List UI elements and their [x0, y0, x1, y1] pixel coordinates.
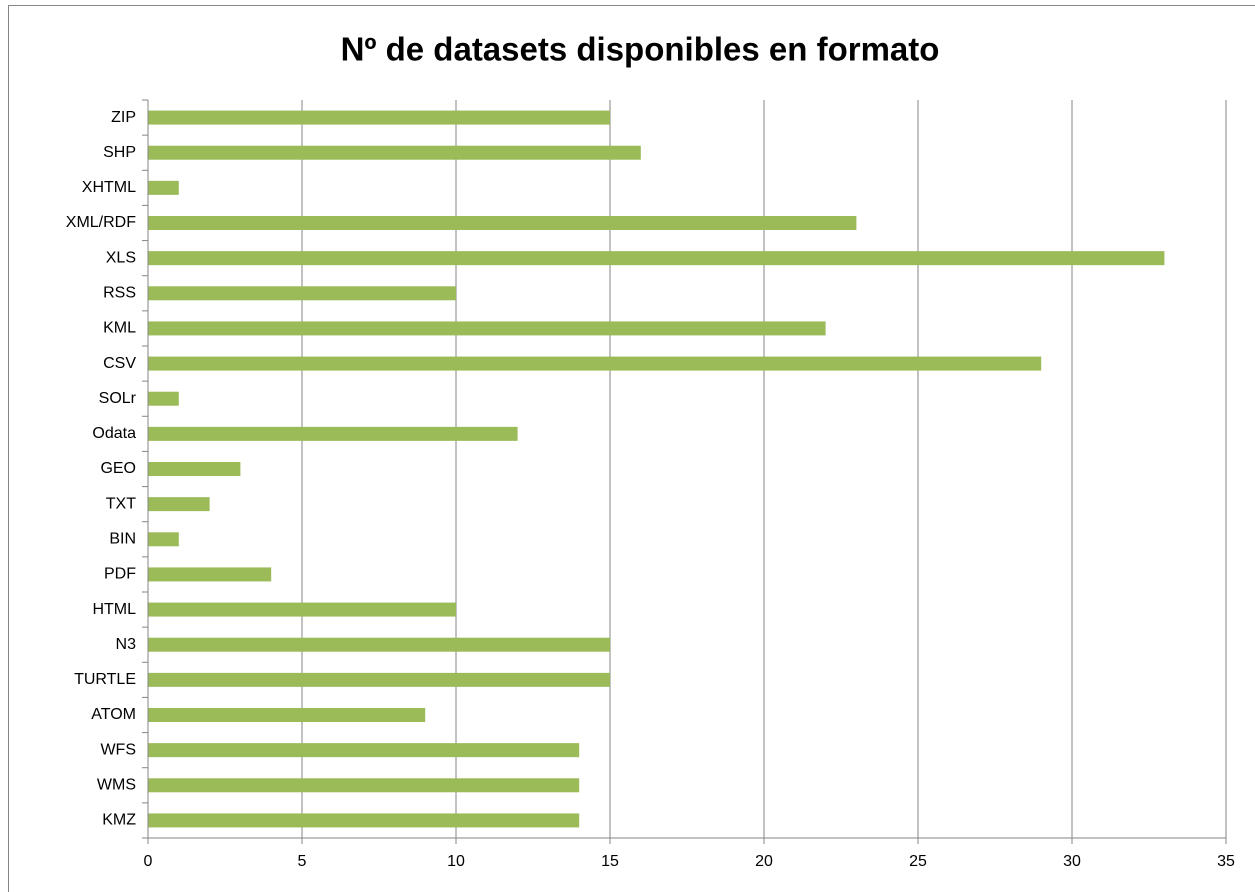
bar — [148, 497, 210, 512]
bar — [148, 743, 580, 758]
bar — [148, 251, 1165, 266]
bar — [148, 110, 610, 125]
y-tick-label: SOLr — [99, 390, 137, 407]
y-tick-label: GEO — [100, 460, 136, 477]
bar — [148, 708, 426, 722]
bar — [148, 391, 179, 406]
y-tick-label: ATOM — [91, 706, 136, 723]
y-tick-label: RSS — [103, 285, 136, 302]
x-tick-label: 10 — [447, 853, 465, 870]
bar — [148, 672, 610, 687]
y-tick-label: CSV — [103, 355, 136, 372]
bar — [148, 813, 580, 828]
y-tick-label: WMS — [97, 777, 136, 794]
y-tick-label: BIN — [109, 531, 136, 548]
bar — [148, 462, 241, 476]
y-tick-label: KML — [103, 320, 136, 337]
y-tick-label: HTML — [92, 601, 136, 618]
bar — [148, 286, 456, 301]
bar — [148, 216, 857, 230]
bar — [148, 145, 641, 160]
y-tick-label: SHP — [103, 144, 136, 161]
y-tick-label: Odata — [92, 425, 136, 442]
x-tick-label: 25 — [909, 853, 927, 870]
y-tick-label: TURTLE — [74, 671, 136, 688]
bar — [148, 532, 179, 547]
bar — [148, 778, 580, 793]
x-tick-label: 0 — [144, 853, 153, 870]
y-tick-label: KMZ — [102, 812, 136, 829]
y-tick-label: ZIP — [111, 109, 136, 126]
x-tick-label: 35 — [1217, 853, 1235, 870]
y-tick-label: PDF — [104, 566, 136, 583]
x-tick-label: 5 — [298, 853, 307, 870]
bar — [148, 567, 272, 582]
y-tick-label: N3 — [116, 636, 137, 653]
x-tick-label: 20 — [755, 853, 773, 870]
bar — [148, 426, 518, 441]
x-tick-label: 15 — [601, 853, 619, 870]
y-tick-label: XHTML — [82, 179, 136, 196]
chart-title: Nº de datasets disponibles en formato — [341, 31, 940, 68]
bar — [148, 637, 610, 652]
y-tick-label: TXT — [106, 495, 136, 512]
y-tick-label: XLS — [106, 249, 136, 266]
y-tick-label: XML/RDF — [66, 214, 136, 231]
bar — [148, 321, 826, 336]
bar — [148, 602, 456, 617]
bar — [148, 180, 179, 195]
y-tick-label: WFS — [100, 741, 136, 758]
x-tick-label: 30 — [1063, 853, 1081, 870]
chart-frame — [8, 5, 1255, 892]
bar — [148, 356, 1042, 371]
